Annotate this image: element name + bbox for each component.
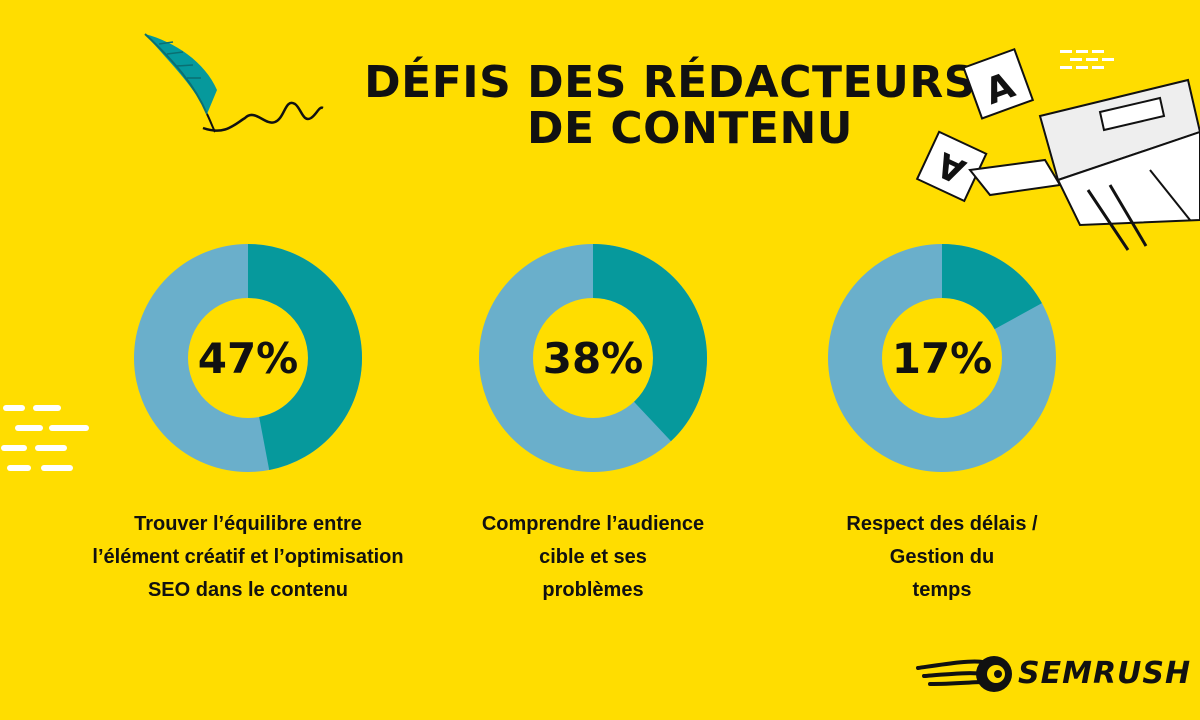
- caption-2-line-2: cible et ses: [539, 546, 647, 568]
- donut-1-value-arc: [134, 244, 362, 472]
- caption-1: Trouver l’équilibre entre l’élément créa…: [88, 508, 408, 607]
- caption-3-line-3: temps: [912, 579, 972, 601]
- donut-chart-2: 38%: [479, 244, 707, 472]
- semrush-logo-text: SEMRUSH: [1018, 656, 1192, 691]
- caption-2: Comprendre l’audience cible et ses probl…: [433, 508, 753, 607]
- caption-1-line-2: l’élément créatif et l’optimisation: [92, 546, 404, 568]
- title-line-1: DÉFIS DES RÉDACTEURS: [364, 57, 976, 108]
- caption-3: Respect des délais / Gestion du temps: [782, 508, 1102, 607]
- typewriter-icon: A A: [915, 47, 1200, 251]
- donut-chart-1: 47%: [134, 244, 362, 472]
- caption-1-line-3: SEO dans le contenu: [147, 579, 349, 601]
- donut-3-value-arc: [828, 244, 1056, 472]
- title-line-2: DE CONTENU: [526, 103, 854, 155]
- caption-1-line-1: Trouver l’équilibre entre: [134, 513, 362, 535]
- caption-2-line-1: Comprendre l’audience: [481, 513, 705, 535]
- page-title: DÉFIS DES RÉDACTEURS DE CONTENU: [0, 57, 1200, 155]
- caption-3-line-1: Respect des délais /: [846, 513, 1038, 535]
- caption-3-line-2: Gestion du: [889, 546, 995, 568]
- donut-3-percent-label: 17%: [891, 333, 993, 383]
- feather-quill-icon: [144, 33, 324, 133]
- caption-2-line-3: problèmes: [542, 579, 644, 601]
- donut-2-value-arc: [479, 244, 707, 472]
- donut-chart-3: 17%: [828, 244, 1056, 472]
- donut-2-percent-label: 38%: [542, 333, 644, 383]
- speed-lines-icon: [1, 405, 89, 471]
- semrush-fireball-icon: [916, 656, 1012, 692]
- donut-1-percent-label: 47%: [197, 333, 299, 383]
